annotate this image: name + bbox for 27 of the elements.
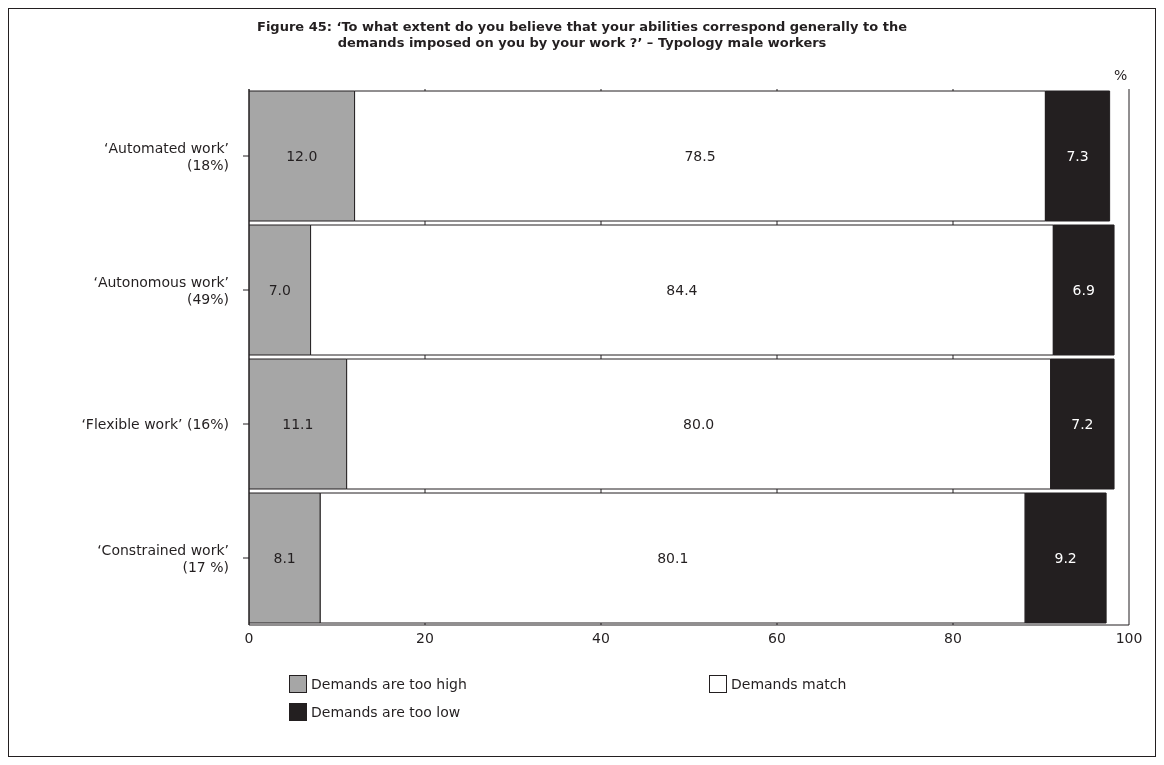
x-tick-label: 60 xyxy=(768,629,786,646)
legend-label: Demands are too low xyxy=(311,704,461,720)
data-label: 78.5 xyxy=(684,147,716,164)
x-tick-label: 80 xyxy=(944,629,962,646)
legend-label: Demands match xyxy=(731,676,847,692)
chart-title: Figure 45: ‘To what extent do you believe that your abilities correspond generally to the demands imposed on you by your work ?’ – Typology male workers xyxy=(256,19,908,51)
x-tick-label: 40 xyxy=(592,629,610,646)
data-label: 84.4 xyxy=(666,281,698,298)
data-label: 80.1 xyxy=(657,549,689,566)
data-label: 7.2 xyxy=(1071,415,1094,432)
data-label: 7.3 xyxy=(1066,147,1089,164)
data-label: 80.0 xyxy=(683,415,715,432)
data-label: 9.2 xyxy=(1054,549,1077,566)
data-label: 7.0 xyxy=(268,281,291,298)
data-label: 12.0 xyxy=(286,147,318,164)
y-tick-label: ‘Autonomous work’ (49%) xyxy=(93,273,229,307)
data-label: 11.1 xyxy=(282,415,314,432)
x-axis-title: % xyxy=(1114,67,1128,83)
x-tick-label: 100 xyxy=(1115,629,1143,646)
legend-label: Demands are too high xyxy=(311,676,467,692)
y-tick-label: ‘Flexible work’ (16%) xyxy=(81,416,229,432)
y-tick-label: ‘Automated work’ (18%) xyxy=(104,139,229,173)
x-tick-label: 0 xyxy=(244,629,254,646)
x-tick-label: 20 xyxy=(416,629,434,646)
data-label: 6.9 xyxy=(1072,281,1095,298)
y-tick-label: ‘Constrained work’ (17 %) xyxy=(97,541,229,575)
data-label: 8.1 xyxy=(273,549,296,566)
